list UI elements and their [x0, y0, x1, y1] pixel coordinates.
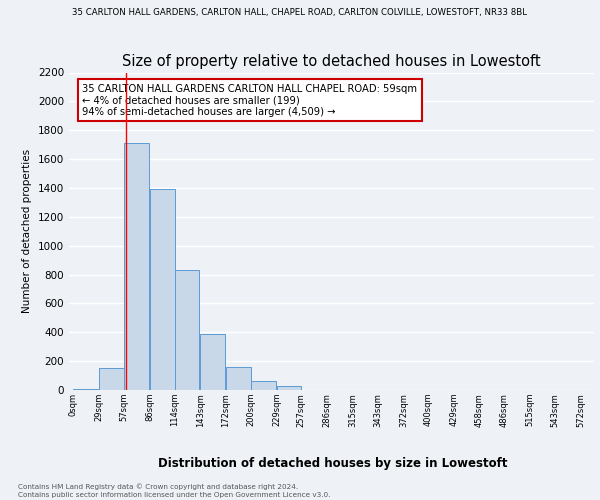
Bar	[200, 334, 225, 390]
Bar	[99, 368, 124, 390]
Bar	[73, 388, 98, 390]
Bar	[175, 270, 199, 390]
Bar	[150, 190, 175, 390]
Text: 35 CARLTON HALL GARDENS CARLTON HALL CHAPEL ROAD: 59sqm
← 4% of detached houses : 35 CARLTON HALL GARDENS CARLTON HALL CHA…	[82, 84, 417, 117]
Bar	[277, 386, 301, 390]
Text: Contains HM Land Registry data © Crown copyright and database right 2024.
Contai: Contains HM Land Registry data © Crown c…	[18, 484, 331, 498]
Text: 35 CARLTON HALL GARDENS, CARLTON HALL, CHAPEL ROAD, CARLTON COLVILLE, LOWESTOFT,: 35 CARLTON HALL GARDENS, CARLTON HALL, C…	[73, 8, 527, 16]
Title: Size of property relative to detached houses in Lowestoft: Size of property relative to detached ho…	[122, 54, 541, 68]
Y-axis label: Number of detached properties: Number of detached properties	[22, 149, 32, 314]
Bar	[251, 380, 275, 390]
Bar	[124, 143, 149, 390]
Bar	[226, 367, 251, 390]
Text: Distribution of detached houses by size in Lowestoft: Distribution of detached houses by size …	[158, 458, 508, 470]
